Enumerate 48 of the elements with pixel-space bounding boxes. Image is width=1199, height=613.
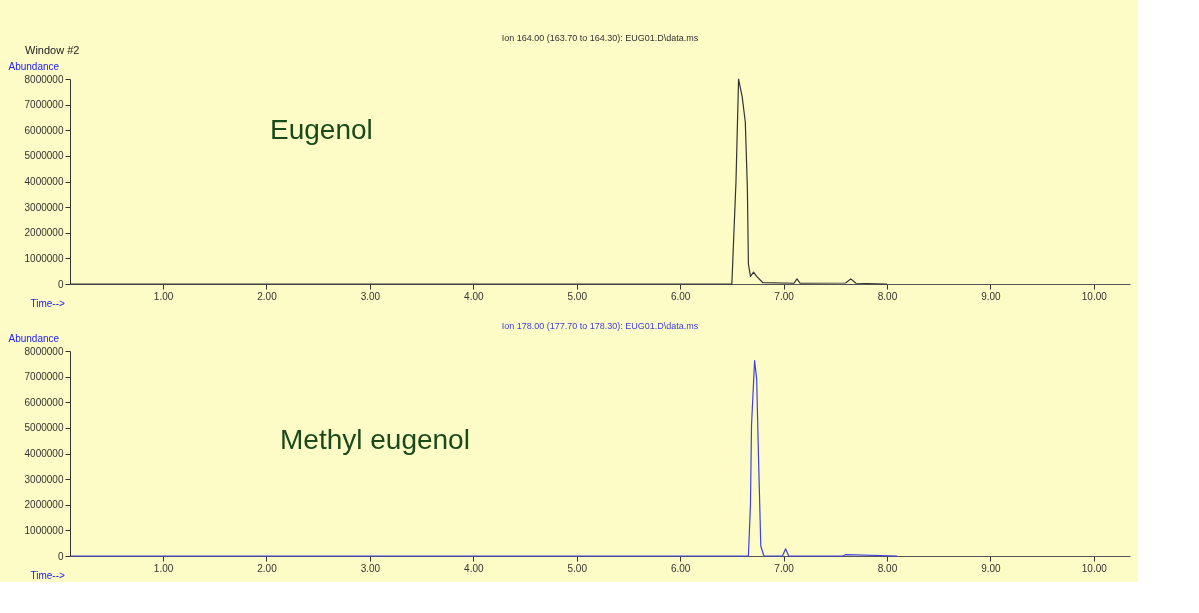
x-tick-label: 5.00 [567, 562, 588, 574]
annotation: Eugenol [270, 114, 373, 145]
y-tick-label: 6000000 [24, 124, 64, 136]
x-tick-label: 6.00 [670, 562, 691, 574]
y-tick-label: 6000000 [24, 396, 64, 408]
y-tick-label: 8000000 [24, 345, 64, 357]
x-tick-label: 3.00 [360, 290, 381, 302]
x-tick-label: 8.00 [877, 562, 898, 574]
x-tick-label: 7.00 [774, 562, 795, 574]
x-tick-label: 8.00 [877, 290, 898, 302]
y-tick-label: 5000000 [24, 422, 64, 434]
x-tick-label: 7.00 [774, 290, 795, 302]
y-axis-title: Abundance [8, 60, 60, 72]
y-tick-label: 4000000 [24, 176, 64, 187]
y-tick-label: 0 [57, 550, 64, 562]
x-tick-label: 3.00 [360, 562, 381, 574]
line-series [70, 359, 898, 557]
x-tick-label: 5.00 [567, 290, 588, 302]
y-axis-title: Abundance [8, 332, 60, 344]
chart-title: Ion 178.00 (177.70 to 178.30): EUG01.D\data.ms [501, 321, 699, 331]
y-tick-label: 0 [57, 278, 64, 290]
x-tick-label: 9.00 [981, 562, 1002, 574]
y-tick-label: 3000000 [24, 473, 64, 485]
x-tick-label: 4.00 [464, 562, 484, 574]
x-tick-label: 6.00 [670, 290, 691, 302]
y-tick-label: 1000000 [24, 252, 64, 264]
y-tick-label: 4000000 [24, 448, 64, 459]
y-tick-label: 3000000 [24, 201, 64, 213]
y-tick-label: 1000000 [24, 524, 64, 536]
x-tick-label: 2.00 [257, 562, 278, 574]
y-tick-label: 7000000 [24, 371, 64, 383]
x-tick-label: 9.00 [981, 290, 1002, 302]
y-tick-label: 2000000 [24, 227, 64, 239]
y-tick-label: 8000000 [24, 73, 64, 85]
x-axis-title: Time--> [30, 569, 66, 581]
chart-title: Ion 164.00 (163.70 to 164.30): EUG01.D\data.ms [501, 33, 699, 43]
y-tick-label: 7000000 [24, 99, 64, 111]
x-tick-label: 4.00 [464, 290, 484, 302]
y-tick-label: 2000000 [24, 499, 64, 511]
x-tick-label: 2.00 [257, 290, 278, 302]
x-tick-label: 1.00 [153, 562, 174, 574]
text: Window #2 [25, 44, 80, 56]
annotation: Methyl eugenol [280, 424, 470, 455]
x-tick-label: 1.00 [153, 290, 174, 302]
x-axis-title: Time--> [30, 297, 66, 309]
x-tick-label: 10.00 [1081, 562, 1108, 574]
x-tick-label: 10.00 [1081, 290, 1108, 302]
y-tick-label: 5000000 [24, 150, 64, 162]
